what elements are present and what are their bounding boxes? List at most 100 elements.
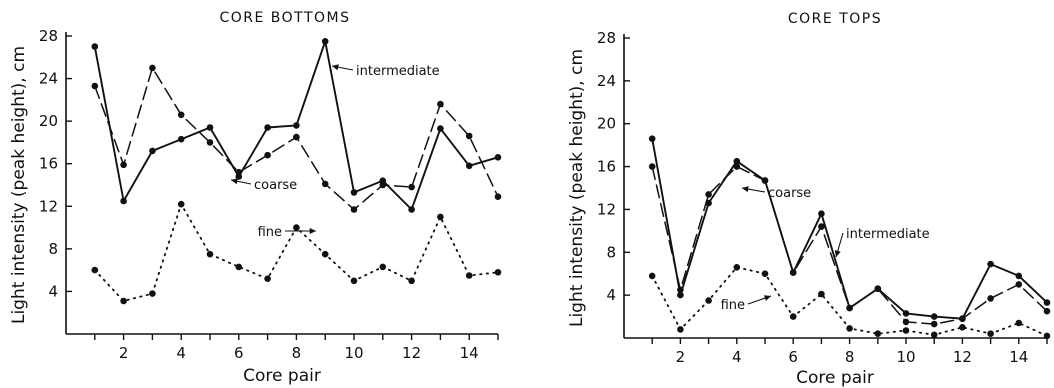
series-coarse — [91, 64, 502, 213]
annotation-fine: fine — [258, 225, 282, 240]
y-tick-label: 20 — [597, 115, 616, 133]
y-tick-label: 24 — [39, 70, 58, 88]
data-point — [177, 135, 185, 143]
data-point — [120, 161, 127, 169]
data-point — [437, 213, 444, 221]
data-point — [206, 250, 214, 258]
chart-title: CORE BOTTOMS — [219, 10, 350, 26]
data-point — [350, 189, 358, 196]
data-point — [648, 135, 656, 142]
y-axis-label: Light intensity (peak height), cm — [567, 49, 587, 327]
data-point — [264, 151, 271, 159]
data-point — [733, 264, 741, 271]
data-point — [761, 270, 769, 278]
data-point — [350, 206, 358, 213]
data-point — [408, 206, 415, 213]
data-point — [120, 297, 127, 305]
x-tick-label: 8 — [292, 344, 302, 362]
data-point — [959, 324, 966, 331]
x-tick-label: 10 — [896, 348, 915, 366]
x-tick-label: 8 — [845, 348, 855, 366]
annotation-fine: fine — [721, 298, 745, 313]
data-point — [677, 291, 684, 299]
data-point — [846, 304, 853, 312]
data-point — [408, 183, 415, 191]
data-point — [930, 331, 938, 339]
data-point — [705, 191, 712, 198]
data-point — [149, 64, 156, 72]
x-tick-label: 12 — [953, 348, 972, 366]
data-point — [465, 132, 473, 140]
data-point — [705, 297, 712, 304]
series-intermediate — [91, 38, 502, 213]
data-point — [494, 269, 502, 276]
data-point — [818, 223, 825, 230]
annotation-intermediate: intermediate — [846, 227, 930, 242]
annotation-coarse: coarse — [254, 178, 297, 193]
annotation-arrowhead — [742, 186, 749, 193]
data-point — [874, 285, 882, 293]
series-fine — [648, 264, 1051, 340]
y-tick-label: 20 — [39, 112, 58, 130]
data-point — [902, 310, 910, 317]
x-axis-label: Core pair — [243, 366, 321, 386]
x-tick-label: 14 — [1009, 348, 1028, 366]
x-tick-label: 2 — [119, 344, 129, 362]
data-point — [293, 133, 300, 141]
data-point — [846, 325, 853, 332]
annotation-arrowhead — [764, 295, 771, 301]
y-tick-label: 16 — [597, 158, 616, 176]
data-point — [761, 177, 769, 184]
y-axis-label: Light intensity (peak height), cm — [9, 46, 29, 324]
data-point — [494, 154, 502, 161]
data-point — [321, 180, 329, 188]
data-point — [350, 277, 358, 285]
data-point — [1015, 281, 1023, 288]
y-tick-label: 8 — [606, 243, 616, 261]
data-point — [494, 193, 502, 200]
data-point — [235, 263, 243, 271]
data-point — [987, 260, 994, 268]
data-point — [648, 272, 656, 280]
data-point — [874, 330, 882, 338]
annotation-coarse: coarse — [768, 186, 811, 201]
y-tick-label: 24 — [597, 72, 616, 90]
series-coarse — [648, 163, 1051, 328]
y-tick-label: 4 — [606, 286, 616, 304]
data-point — [293, 224, 300, 231]
y-tick-label: 8 — [48, 240, 58, 258]
y-tick-label: 4 — [48, 282, 58, 300]
data-point — [902, 318, 910, 326]
data-point — [91, 82, 99, 90]
chart-title: CORE TOPS — [788, 11, 882, 27]
data-point — [959, 315, 966, 323]
data-point — [902, 327, 910, 334]
data-point — [818, 290, 825, 298]
data-point — [321, 250, 329, 258]
data-point — [91, 43, 99, 50]
data-point — [677, 286, 684, 294]
data-point — [818, 210, 825, 217]
data-point — [437, 125, 444, 132]
x-tick-label: 6 — [234, 344, 244, 362]
data-point — [1043, 299, 1051, 306]
x-tick-label: 12 — [402, 344, 421, 362]
data-point — [465, 162, 473, 170]
data-point — [149, 290, 156, 297]
x-axis-label: Core pair — [796, 368, 874, 388]
data-point — [264, 275, 271, 283]
data-point — [91, 266, 99, 274]
data-point — [677, 326, 684, 333]
y-tick-label: 28 — [597, 29, 616, 47]
data-point — [379, 181, 387, 189]
x-tick-label: 6 — [788, 348, 798, 366]
data-point — [379, 263, 387, 271]
x-tick-label: 4 — [732, 348, 742, 366]
data-point — [264, 124, 271, 131]
data-point — [408, 277, 415, 285]
data-point — [1015, 272, 1023, 280]
data-point — [465, 272, 473, 279]
data-point — [206, 124, 214, 131]
